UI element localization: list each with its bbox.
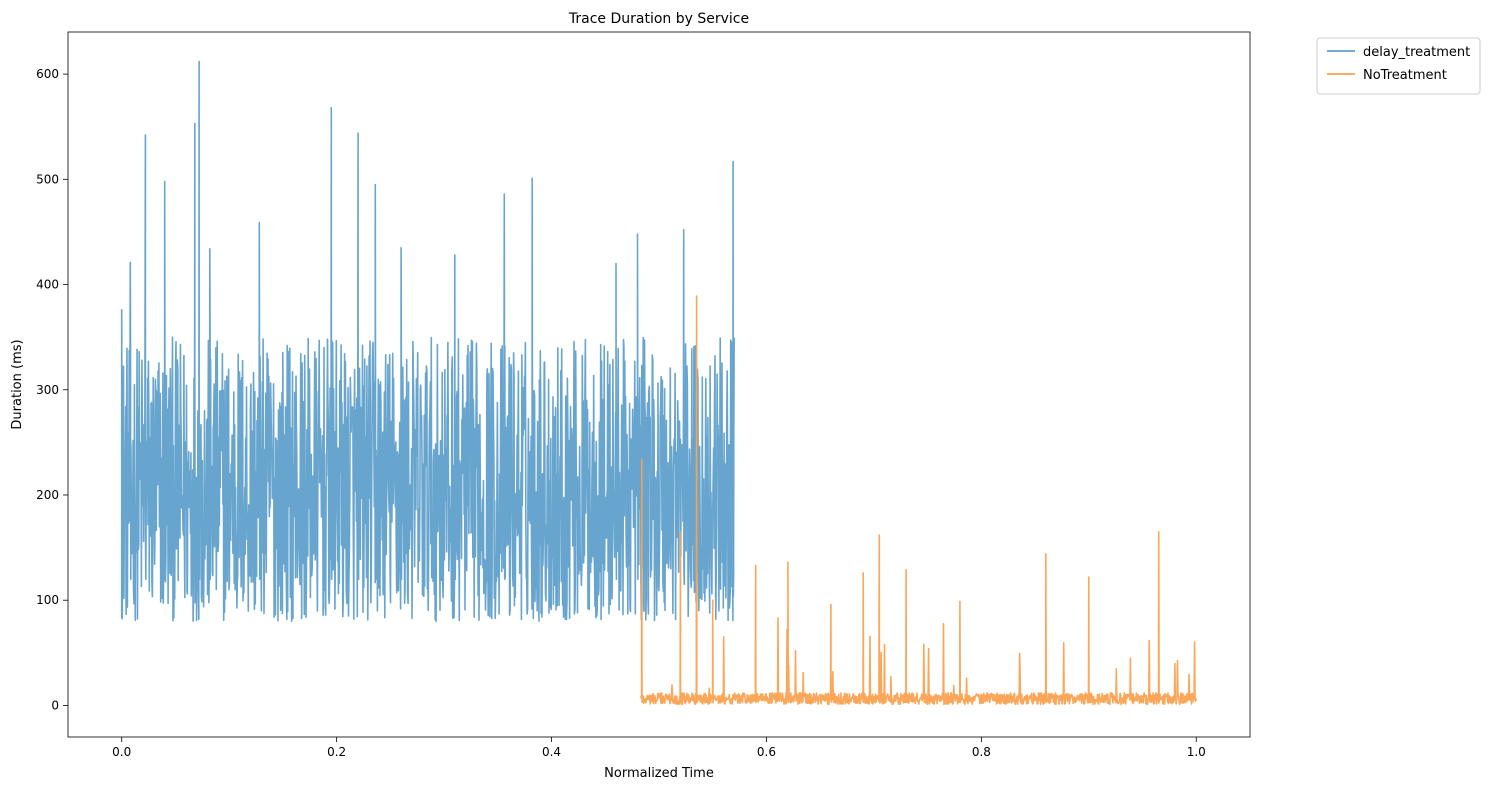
x-tick-label: 1.0 (1187, 745, 1206, 759)
x-tick-label: 0.6 (757, 745, 776, 759)
x-tick-label: 0.2 (327, 745, 346, 759)
y-tick-label: 400 (36, 278, 59, 292)
x-axis-label: Normalized Time (604, 766, 714, 781)
x-tick-label: 0.8 (972, 745, 991, 759)
y-tick-label: 300 (36, 383, 59, 397)
legend-label: delay_treatment (1363, 45, 1470, 60)
legend-box (1316, 37, 1481, 95)
y-tick-label: 500 (36, 172, 59, 186)
chart-title: Trace Duration by Service (568, 11, 749, 27)
x-axis: 0.0 0.2 0.4 0.6 0.8 1.0 (112, 737, 1206, 759)
series-line-notreatment (639, 295, 1198, 706)
y-axis-label: Duration (ms) (10, 339, 25, 429)
x-tick-label: 0.0 (112, 745, 131, 759)
legend-label: NoTreatment (1363, 68, 1447, 83)
plot-frame (67, 31, 1251, 738)
y-tick-label: 100 (36, 593, 59, 607)
y-axis: 0 100 200 300 400 500 600 (36, 67, 68, 712)
series-layer (120, 60, 1198, 706)
y-tick-label: 0 (51, 698, 59, 712)
series-line-delay-treatment (120, 60, 735, 622)
y-tick-label: 600 (36, 67, 59, 81)
y-tick-label: 200 (36, 488, 59, 502)
legend: delay_treatment NoTreatment (1316, 37, 1481, 95)
x-tick-label: 0.4 (542, 745, 561, 759)
